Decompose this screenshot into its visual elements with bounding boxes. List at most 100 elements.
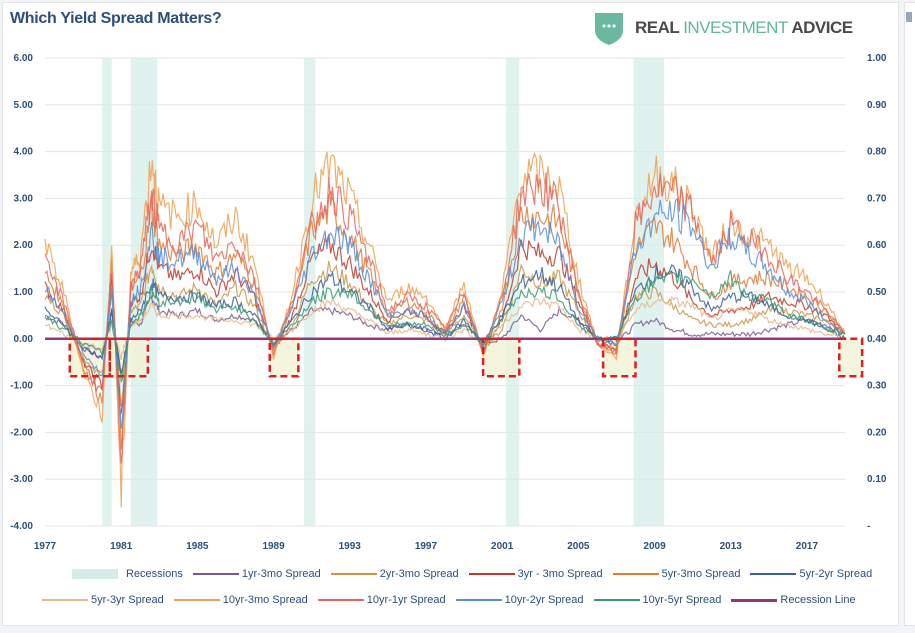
- inversion-highlight-box: [601, 337, 637, 378]
- series-line-10yr-1yr-spread: [44, 172, 846, 464]
- legend-swatch: [468, 573, 515, 575]
- inversion-highlights: [69, 338, 863, 377]
- x-tick-label: 2009: [643, 541, 666, 552]
- x-tick-label: 1985: [186, 541, 209, 552]
- series-line-1yr-3mo-spread: [44, 294, 846, 376]
- legend-item: 10yr-1yr Spread: [317, 594, 446, 606]
- chart-title: Which Yield Spread Matters?: [10, 10, 222, 27]
- legend-swatch: [72, 569, 118, 579]
- legend-swatch: [750, 573, 797, 575]
- legend-row-1: Recessions 1yr-3mo Spread 2yr-3mo Spread 3y…: [72, 568, 882, 580]
- y2-tick-label: 0.90: [867, 100, 887, 111]
- y2-tick-label: 0.50: [867, 287, 887, 298]
- x-tick-label: 1977: [34, 541, 57, 552]
- y-axis-left: 6.00 5.00 4.00 3.00 2.00 1.00 0.00 -1.00 -2.00 -3…: [10, 53, 33, 532]
- adjacent-panel-marker: [906, 12, 912, 22]
- x-tick-label: 1981: [110, 541, 133, 552]
- y-axis-right: 1.00 0.90 0.80 0.70 0.60 0.50 0.40 0.30 0.20 0.10…: [867, 53, 887, 532]
- legend-item: 2yr-3mo Spread: [330, 568, 459, 580]
- legend-swatch: [593, 599, 640, 601]
- legend-swatch: [330, 573, 377, 575]
- x-tick-label: 1993: [339, 541, 362, 552]
- legend-item: 5yr-2yr Spread: [750, 568, 872, 580]
- legend-label: 5yr-3yr Spread: [91, 594, 164, 606]
- legend-swatch: [731, 598, 778, 602]
- legend-swatch: [42, 599, 88, 601]
- inversion-highlight-borders: [68, 337, 864, 378]
- recession-band: [102, 58, 112, 526]
- brand-word-investment: INVESTMENT: [683, 18, 788, 37]
- series-line-10yr-2yr-spread: [44, 197, 846, 429]
- y-tick-label: 3.00: [14, 193, 34, 204]
- inversion-highlight-box: [108, 337, 150, 378]
- brand-logo: REAL INVESTMENT ADVICE: [593, 10, 853, 46]
- legend-item: 10yr-3mo Spread: [173, 594, 308, 606]
- x-tick-label: 2013: [720, 541, 743, 552]
- series-line-10yr-3mo-spread: [44, 151, 846, 508]
- legend-row-2: 5yr-3yr Spread 10yr-3mo Spread 10yr-1yr Sp…: [42, 594, 866, 606]
- legend-swatch: [612, 573, 659, 575]
- inversion-highlight-box: [268, 337, 300, 378]
- x-tick-label: 1989: [262, 541, 285, 552]
- y-tick-label: 5.00: [14, 100, 34, 111]
- recession-band: [304, 58, 316, 526]
- series-lines: [44, 151, 846, 508]
- y2-tick-label: -: [867, 521, 870, 532]
- legend-label: 1yr-3mo Spread: [241, 568, 321, 580]
- y-tick-label: -3.00: [10, 474, 33, 485]
- inversion-highlight-fill: [839, 338, 863, 377]
- inversion-highlight-fill: [603, 338, 636, 377]
- series-line-10yr-5yr-spread: [44, 270, 846, 384]
- legend-item: 5yr-3mo Spread: [612, 568, 741, 580]
- y2-tick-label: 0.70: [867, 193, 887, 204]
- y-tick-label: 0.00: [14, 334, 34, 345]
- shield-dots-icon: [595, 13, 623, 45]
- y-tick-label: -1.00: [10, 381, 33, 392]
- y2-tick-label: 0.60: [867, 240, 887, 251]
- series-line-3yr-3mo-spread: [44, 234, 846, 417]
- recession-band: [505, 58, 520, 526]
- legend-item: Recessions: [72, 568, 183, 580]
- brand-word-advice: ADVICE: [787, 18, 853, 37]
- legend-label: 3yr - 3mo Spread: [517, 568, 603, 580]
- y-tick-label: 4.00: [14, 147, 34, 158]
- legend-item: 3yr - 3mo Spread: [468, 568, 603, 580]
- x-tick-label: 2001: [491, 541, 514, 552]
- legend-label: 2yr-3mo Spread: [379, 568, 459, 580]
- legend-item: Recession Line: [731, 594, 856, 606]
- legend-item: 10yr-5yr Spread: [593, 594, 722, 606]
- legend-label: 5yr-3mo Spread: [661, 568, 741, 580]
- y-tick-label: 6.00: [14, 53, 34, 64]
- adjacent-panel: [904, 2, 915, 626]
- legend-label: 10yr-1yr Spread: [366, 594, 446, 606]
- legend-item: 10yr-2yr Spread: [455, 594, 584, 606]
- series-line-5yr-3mo-spread: [44, 190, 846, 450]
- legend-label: 5yr-2yr Spread: [799, 568, 873, 580]
- legend-item: 1yr-3mo Spread: [192, 568, 321, 580]
- legend-label: Recession Line: [780, 594, 856, 606]
- brand-word-real: REAL: [635, 18, 684, 37]
- y2-tick-label: 0.20: [867, 427, 887, 438]
- legend-label: 10yr-3mo Spread: [222, 594, 308, 606]
- legend-item: 5yr-3yr Spread: [42, 594, 164, 606]
- legend-label: 10yr-5yr Spread: [642, 594, 722, 606]
- x-tick-label: 2017: [796, 541, 819, 552]
- legend-label: 10yr-2yr Spread: [504, 594, 584, 606]
- x-axis: 1977 1981 1985 1989 1993 1997 2001 2005 2009 2013…: [34, 541, 819, 552]
- y2-tick-label: 0.30: [867, 381, 887, 392]
- series-line-5yr-2yr-spread: [44, 264, 846, 374]
- y-tick-label: 1.00: [14, 287, 34, 298]
- legend-swatch: [173, 599, 220, 601]
- brand-name: REAL INVESTMENT ADVICE: [635, 18, 853, 38]
- y-tick-label: -4.00: [10, 521, 33, 532]
- inversion-highlight-box: [481, 337, 521, 378]
- y-tick-label: 2.00: [14, 240, 34, 251]
- y2-tick-label: 0.40: [867, 334, 887, 345]
- x-tick-label: 2005: [567, 541, 590, 552]
- inversion-highlight-box: [838, 337, 864, 378]
- y2-tick-label: 0.80: [867, 147, 887, 158]
- legend-swatch: [455, 599, 502, 601]
- series-line-5yr-3yr-spread: [44, 295, 846, 361]
- legend-swatch: [317, 599, 364, 601]
